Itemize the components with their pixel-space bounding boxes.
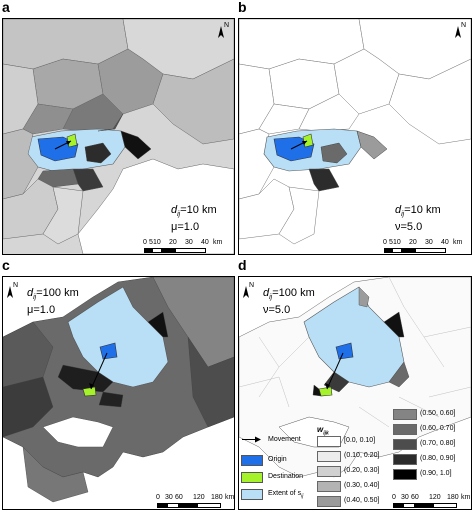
choropleth-map-c [3,277,234,509]
map-panel-c: N dij=100 km μ=1.0 0 30 60 120 180 km [2,276,235,510]
scale-bar-a: 0 5 10 20 30 40 km [143,239,233,253]
parameter-annotation-c: dij=100 km μ=1.0 [27,287,79,317]
panel-letter-d: d [238,257,247,273]
parameter-annotation-b: dij=10 km ν=5.0 [395,204,441,234]
scale-bar-b: 0 5 10 20 30 40 km [383,239,469,253]
choropleth-map-b [239,19,471,254]
parameter-annotation-d: dij=100 km ν=5.0 [263,287,315,317]
parameter-annotation-a: dij=10 km μ=1.0 [171,204,217,234]
scale-bar-c: 0 30 60 120 180 km [153,494,234,508]
panel-letter-c: c [2,257,10,273]
map-legend: Movement Origin Destination Extent of si… [239,409,471,509]
map-panel-b: N dij=10 km ν=5.0 0 5 10 20 30 40 km [238,18,472,255]
north-arrow-icon: N [217,22,231,43]
weight-legend-title: wijk [317,425,329,437]
north-arrow-icon: N [454,22,468,43]
north-arrow-icon: N [242,282,256,303]
movement-arrow-icon [242,436,261,443]
panel-letter-b: b [238,0,247,15]
map-panel-d: N dij=100 km ν=5.0 Movement Origin Desti… [238,276,472,510]
panel-letter-a: a [2,0,10,15]
map-panel-a: N dij=10 km μ=1.0 0 5 10 20 30 40 km [2,18,235,255]
scale-bar-d: 0 30 60 120 180 km [389,494,470,508]
choropleth-map-a [3,19,234,254]
north-arrow-icon: N [6,282,20,303]
